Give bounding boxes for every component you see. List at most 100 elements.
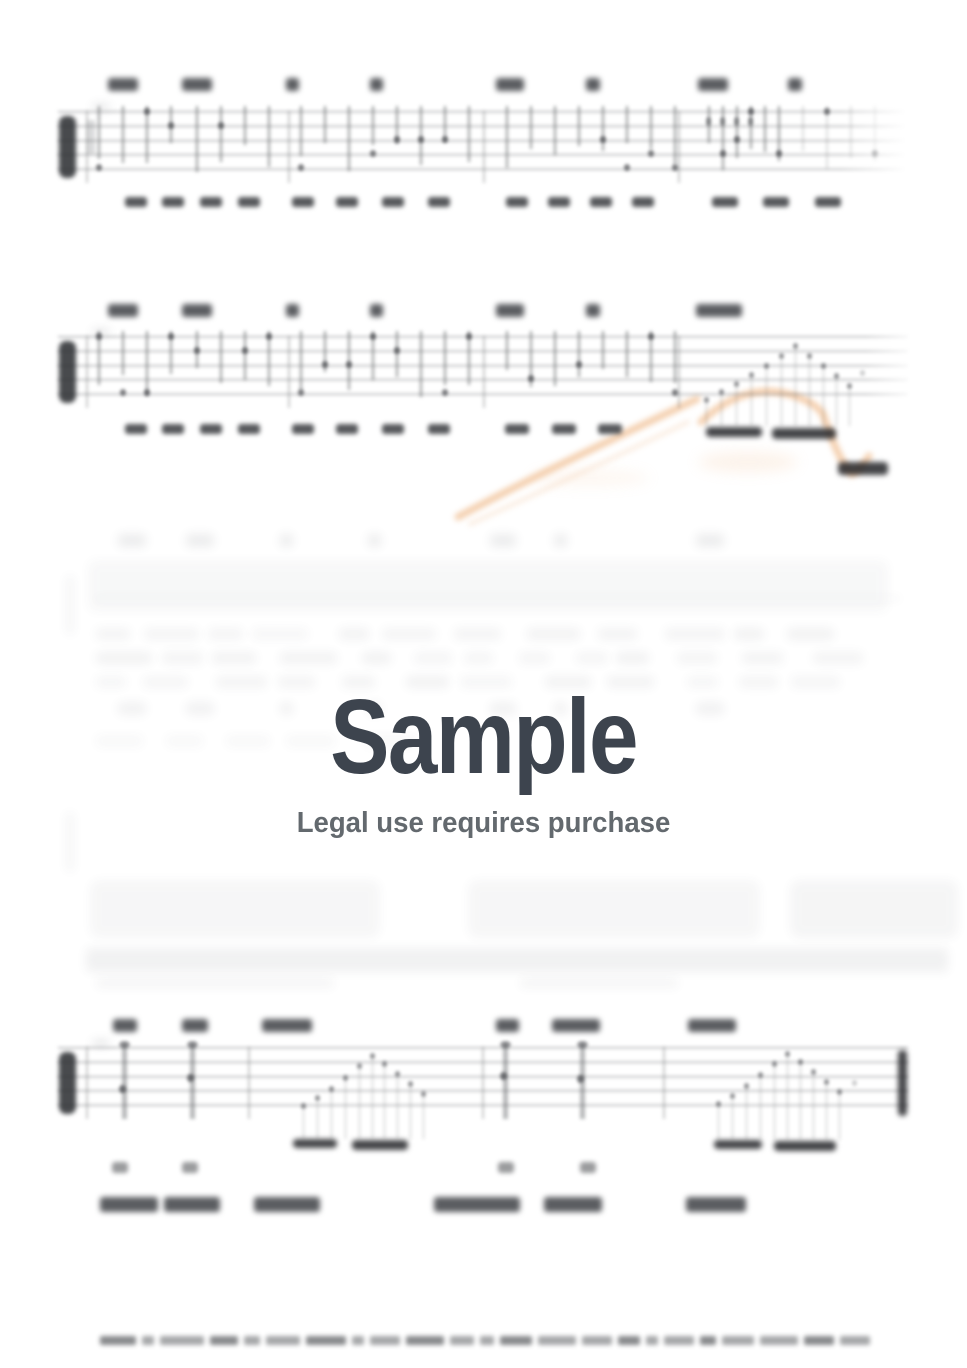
fingering-blob [580,1162,596,1173]
faint-word-blob [413,652,452,664]
lyric-word-blob [164,1197,220,1212]
copyright-word-blob [142,1336,154,1345]
note-stem [170,331,172,374]
fingering-blob [498,1162,514,1173]
run3b-stem [839,1094,841,1140]
run3a-stem [303,1108,305,1139]
copyright-word-blob [306,1336,346,1345]
faint-word-blob [464,652,493,664]
faint-word-blob [606,676,655,688]
run2-stem [795,348,797,426]
note-stem [420,331,422,397]
stem-head-blob [706,117,711,126]
rhythm-mark [548,197,570,207]
note-stem [196,106,198,172]
tab-number-blob [671,389,678,396]
rhythm-mark [763,197,789,207]
staff-fade [840,70,935,228]
note-stem [146,106,148,163]
note-stem [602,106,604,151]
run2-stem [766,368,768,426]
faint-word-blob [381,628,437,640]
faint-word-blob [812,652,864,664]
tab-number-blob [575,361,582,368]
note-stem [348,331,350,390]
note-stem [530,331,532,388]
faint-word-blob [215,676,268,688]
tab-number-blob [193,347,200,354]
run2-note [834,373,839,379]
barline [663,1047,665,1119]
run3b-note [744,1083,749,1089]
rhythm-mark [428,197,450,207]
copyright-word-blob [664,1336,694,1345]
copyright-word-blob [840,1336,870,1345]
copyright-word-blob [538,1336,576,1345]
pickup-mark [93,105,109,109]
tab-number-blob [167,333,174,340]
chord-symbol-blob [586,304,600,317]
rhythm-mark [382,197,404,207]
note-stem [122,106,124,163]
tab-number-blob [719,150,726,157]
run2-note [719,389,724,395]
run3b-note [772,1061,777,1067]
faint-word-blob [676,652,717,664]
run3a-note [370,1053,375,1059]
note-stem [268,331,270,386]
faint-word-blob [575,652,609,664]
faint-word-blob [280,652,337,664]
end-barline [898,1050,907,1116]
copyright-word-blob [160,1336,204,1345]
stem-head-blob [720,117,725,126]
note-stem [324,106,326,144]
note-stem [396,106,398,144]
faint-chord-row [118,534,146,547]
copyright-word-blob [352,1336,364,1345]
faint-word-blob [687,676,718,688]
tab-number-blob [647,150,654,157]
copyright-word-blob [210,1336,238,1345]
faint-word-blob [96,978,334,988]
note-stem [650,331,652,383]
faint-word-blob [96,652,153,664]
tab-number-blob [297,389,304,396]
annotation-smudge [530,470,650,486]
rhythm-mark [125,197,147,207]
chord-symbol-blob [113,1019,137,1032]
stem-head-blob [119,1041,130,1048]
note-stem [778,106,780,162]
copyright-word-blob [646,1336,658,1345]
run2-stem [751,377,753,426]
faint-word-blob [520,978,678,988]
run2-note [847,383,852,389]
beam [352,1140,408,1150]
tab-number-blob [95,164,102,171]
pickup-mark [93,1041,109,1045]
faint-chord-row [490,534,516,547]
run2-note [764,363,769,369]
barline [482,1047,484,1119]
rhythm-mark [506,197,528,207]
run3a-stem [359,1068,361,1139]
run3b-note [824,1079,829,1085]
faint-word-blob [742,652,784,664]
rhythm-mark [238,424,260,434]
faint-band [86,948,948,972]
note-stem [98,331,100,386]
lyric-word-blob [100,1197,158,1212]
note-stem [444,331,446,385]
copyright-word-blob [370,1336,400,1345]
run2-note [749,372,754,378]
run3b-stem [732,1098,734,1140]
tab-number-blob [747,108,754,115]
faint-block [790,880,958,938]
copyright-word-blob [266,1336,300,1345]
faint-margin-mark [66,575,74,635]
run2-note [821,363,826,369]
faint-word-blob [338,628,369,640]
run3a-note [421,1091,426,1097]
tab-number-blob [465,333,472,340]
note-stem [468,106,470,162]
run2-stem [836,378,838,426]
